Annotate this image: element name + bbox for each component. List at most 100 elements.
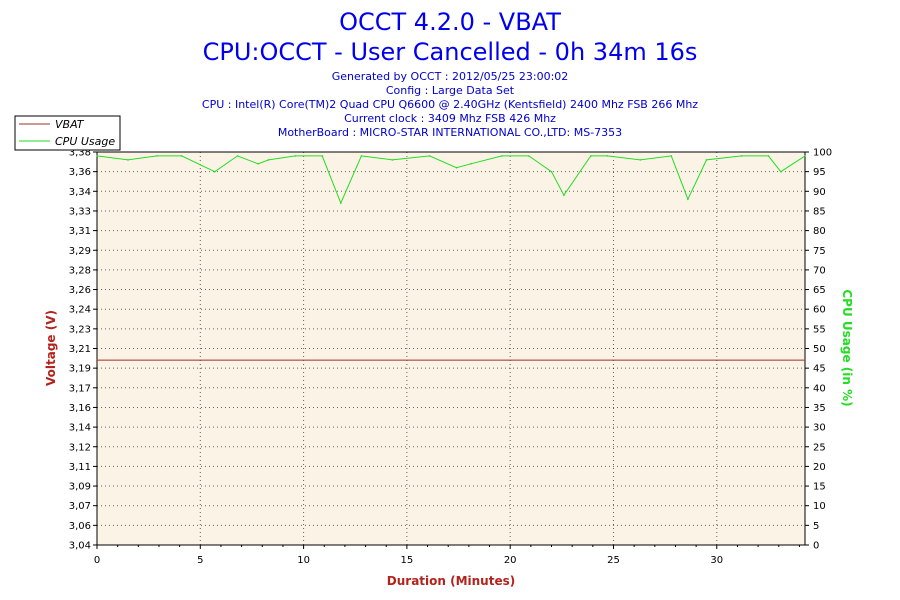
data-point-cpu-usage (639, 159, 642, 161)
chart-title: OCCT 4.2.0 - VBAT (339, 8, 561, 36)
y-right-tick-label: 75 (813, 246, 826, 257)
data-point-vbat (96, 359, 98, 361)
data-point-cpu-usage (740, 155, 743, 157)
series-layer (96, 155, 806, 361)
y-left-tick-label: 3,06 (69, 521, 91, 532)
data-point-cpu-usage (670, 155, 673, 157)
y-right-tick-label: 30 (813, 423, 826, 434)
info-line-motherboard: MotherBoard : MICRO-STAR INTERNATIONAL C… (278, 126, 622, 139)
y-right-tick-label: 35 (813, 403, 826, 414)
y-right-tick-label: 55 (813, 324, 826, 335)
y-right-tick-label: 65 (813, 285, 826, 296)
y-right-tick-label: 60 (813, 305, 826, 316)
plot-area (96, 151, 806, 546)
data-point-cpu-usage (214, 170, 216, 173)
chart-subtitle: CPU:OCCT - User Cancelled - 0h 34m 16s (203, 38, 698, 66)
data-point-cpu-usage (267, 159, 270, 161)
y-right-tick-label: 15 (813, 482, 826, 493)
y-left-tick-label: 3,24 (69, 305, 91, 316)
x-tick-label: 25 (607, 555, 620, 566)
info-line-config: Config : Large Data Set (386, 84, 515, 97)
data-point-cpu-usage (428, 155, 431, 157)
info-line-cpu: CPU : Intel(R) Core(TM)2 Quad CPU Q6600 … (202, 98, 698, 111)
y-left-tick-label: 3,14 (69, 423, 91, 434)
y-left-tick-label: 3,17 (69, 383, 91, 394)
legend-label-vbat: VBAT (55, 118, 85, 131)
y-left-tick-label: 3,16 (69, 403, 91, 414)
info-line-clock: Current clock : 3409 Mhz FSB 426 Mhz (344, 112, 556, 125)
y-right-tick-label: 0 (813, 541, 819, 552)
y-right-tick-label: 70 (813, 265, 826, 276)
y-left-tick-label: 3,11 (69, 462, 91, 473)
info-line-generated: Generated by OCCT : 2012/05/25 23:00:02 (332, 70, 569, 83)
data-point-cpu-usage (96, 155, 98, 157)
y-left-tick-label: 3,07 (69, 501, 91, 512)
data-point-vbat (804, 359, 806, 361)
data-point-cpu-usage (528, 155, 530, 157)
data-point-cpu-usage (321, 155, 324, 157)
data-point-cpu-usage (804, 155, 806, 157)
data-point-cpu-usage (705, 159, 708, 161)
y-right-tick-label: 80 (813, 226, 826, 237)
data-point-cpu-usage (236, 155, 239, 157)
grid (97, 152, 805, 545)
legend: VBAT CPU Usage (14, 115, 121, 151)
data-point-cpu-usage (767, 155, 770, 157)
y-left-tick-label: 3,19 (69, 364, 91, 375)
y-left-tick-label: 3,28 (69, 265, 91, 276)
y-right-tick-label: 5 (813, 521, 819, 532)
y-right-tick-label: 40 (813, 383, 826, 394)
y-right-tick-label: 10 (813, 501, 826, 512)
y-right-tick-label: 85 (813, 206, 826, 217)
data-point-cpu-usage (780, 170, 782, 173)
y-left-tick-label: 3,04 (69, 541, 91, 552)
data-point-cpu-usage (156, 155, 158, 157)
y-left-tick-label: 3,38 (69, 148, 91, 159)
x-axis-title: Duration (Minutes) (387, 574, 515, 588)
y-left-tick-label: 3,31 (69, 226, 91, 237)
x-tick-label: 0 (94, 555, 100, 566)
x-tick-label: 30 (710, 555, 723, 566)
legend-box (14, 115, 121, 151)
data-point-cpu-usage (563, 194, 565, 196)
x-tick-label: 10 (297, 555, 310, 566)
data-point-cpu-usage (550, 170, 553, 173)
y-left-tick-label: 3,23 (69, 324, 91, 335)
axes: 3,04 03,06 53,07 103,09 153,11 203,12 253,14 30… (69, 148, 832, 567)
data-point-cpu-usage (606, 155, 609, 157)
x-tick-label: 15 (401, 555, 414, 566)
y-right-tick-label: 90 (813, 187, 826, 198)
data-point-cpu-usage (501, 155, 503, 157)
y-left-tick-label: 3,12 (69, 442, 91, 453)
y-right-tick-label: 100 (813, 148, 832, 159)
y-left-tick-label: 3,36 (69, 167, 91, 178)
y-left-tick-label: 3,21 (69, 344, 91, 355)
y-left-tick-label: 3,34 (69, 187, 91, 198)
y-left-tick-label: 3,26 (69, 285, 91, 296)
y-right-tick-label: 50 (813, 344, 826, 355)
data-point-cpu-usage (470, 163, 472, 165)
data-point-cpu-usage (294, 155, 297, 157)
data-point-cpu-usage (360, 155, 363, 157)
x-tick-label: 5 (197, 555, 203, 566)
data-point-cpu-usage (180, 155, 183, 157)
series-line-cpu-usage (96, 155, 806, 205)
y-left-tick-label: 3,33 (69, 206, 91, 217)
data-point-cpu-usage (391, 159, 394, 161)
x-tick-label: 20 (504, 555, 517, 566)
y-right-tick-label: 95 (813, 167, 826, 178)
data-point-cpu-usage (340, 202, 342, 204)
y-right-tick-label: 45 (813, 364, 826, 375)
y-axis-left-title: Voltage (V) (44, 310, 58, 386)
y-left-tick-label: 3,09 (69, 482, 91, 493)
y-right-tick-label: 25 (813, 442, 826, 453)
y-axis-right-title: CPU Usage (in %) (840, 289, 854, 406)
data-point-cpu-usage (455, 166, 458, 169)
data-point-cpu-usage (590, 155, 592, 157)
legend-label-cpu-usage: CPU Usage (55, 135, 115, 148)
y-left-tick-label: 3,29 (69, 246, 91, 257)
y-right-tick-label: 20 (813, 462, 826, 473)
data-point-cpu-usage (257, 163, 259, 165)
data-point-cpu-usage (687, 198, 689, 200)
